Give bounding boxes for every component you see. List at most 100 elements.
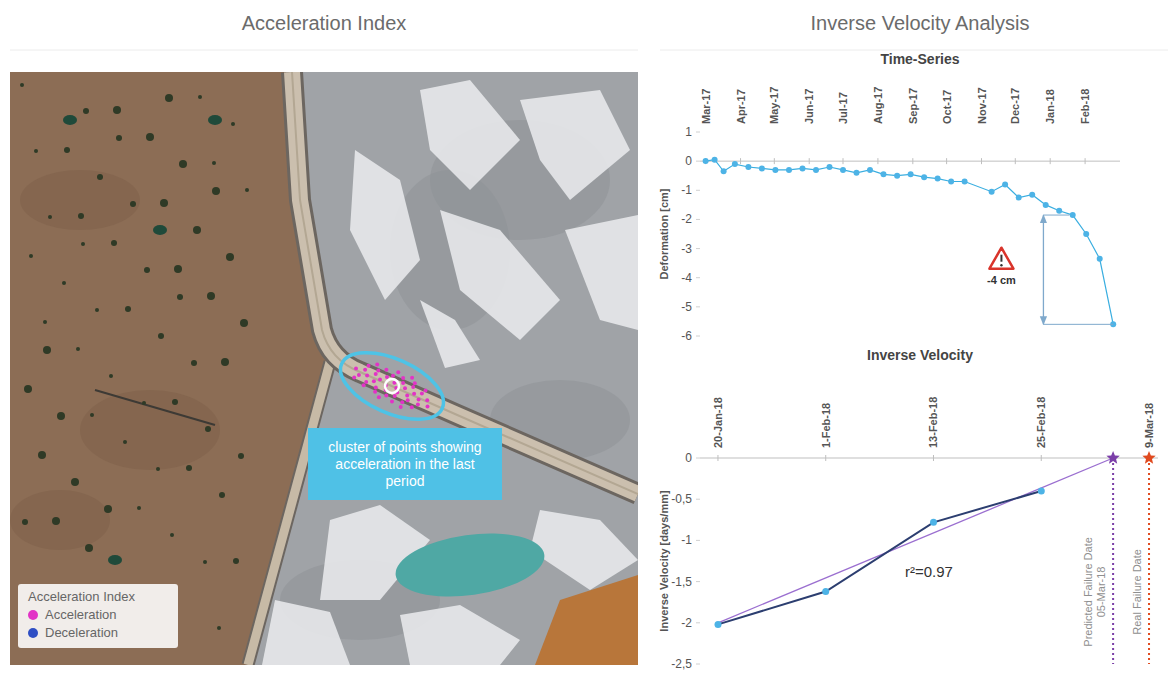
tailings [10, 72, 638, 665]
accelerating-point [374, 385, 378, 389]
tree [226, 253, 234, 261]
accelerating-point [410, 376, 414, 380]
y-tick-label: -2 [681, 212, 692, 226]
tree [57, 412, 65, 420]
panel-title: Acceleration Index [242, 12, 407, 34]
x-tick-label: Aug-17 [872, 87, 884, 124]
event-line [1148, 458, 1150, 664]
tailings-streak [530, 510, 638, 590]
accelerating-point [399, 405, 403, 409]
tree [160, 199, 168, 207]
data-point [1016, 195, 1022, 201]
tree [137, 506, 141, 510]
data-point [772, 167, 778, 173]
tree [116, 135, 122, 141]
y-axis-title: Inverse Velocity [days/mm] [658, 490, 670, 632]
tree [238, 453, 244, 459]
tree [240, 319, 248, 327]
accelerating-point [385, 375, 389, 379]
data-point [921, 174, 927, 180]
accelerating-point [406, 398, 410, 402]
tree [221, 358, 229, 366]
road-edge [248, 362, 330, 665]
y-tick-label: -4 [681, 271, 692, 285]
data-point [732, 161, 738, 167]
field-shade [20, 170, 140, 230]
series-line [718, 491, 1041, 624]
tree [156, 467, 160, 471]
legend-label: Acceleration [45, 607, 117, 622]
panel-title: Inverse Velocity Analysis [811, 12, 1030, 34]
data-point [935, 176, 941, 182]
x-tick [946, 158, 947, 164]
tree [113, 106, 121, 114]
r-squared-label: r²=0.97 [905, 563, 953, 580]
accelerating-point [374, 372, 378, 376]
accelerating-point [412, 392, 416, 396]
callout-box [308, 428, 502, 500]
accelerating-point [391, 374, 395, 378]
chart-title: Time-Series [880, 51, 959, 67]
legend-title: Acceleration Index [28, 589, 135, 604]
tree [146, 133, 154, 141]
road [248, 362, 330, 665]
x-tick-label: Dec-17 [1009, 88, 1021, 124]
tailings-streak [440, 210, 560, 340]
farmland [10, 72, 330, 665]
accelerating-point [401, 381, 405, 385]
tree [165, 94, 173, 102]
tree [97, 174, 103, 180]
tree [172, 399, 178, 405]
tree [43, 346, 51, 354]
warning-icon-dot [1000, 264, 1002, 266]
x-tick-label: Sep-17 [907, 88, 919, 124]
accelerating-point [384, 394, 388, 398]
x-tick-label: Apr-17 [735, 89, 747, 124]
x-axis-line [700, 161, 1120, 162]
x-tick-label: 13-Feb-18 [927, 397, 939, 448]
field-shade [80, 390, 220, 470]
tree [179, 160, 187, 168]
y-tick-label: -0,5 [671, 492, 692, 506]
y-tick [696, 161, 700, 162]
tree [43, 320, 47, 324]
tree [205, 426, 211, 432]
tree [207, 292, 215, 300]
pond [392, 525, 549, 605]
x-tick [740, 158, 741, 164]
accelerating-point [416, 403, 420, 407]
x-tick [1015, 158, 1016, 164]
tree [34, 149, 38, 153]
accelerating-point [354, 366, 358, 370]
tree [109, 374, 113, 378]
data-point [989, 189, 995, 195]
tree [104, 505, 112, 513]
data-point [867, 167, 873, 173]
data-point [1056, 208, 1062, 214]
tree [130, 201, 136, 207]
tree [158, 333, 164, 339]
accelerating-point [375, 363, 379, 367]
title-rule [10, 50, 638, 51]
accelerating-point [396, 370, 400, 374]
accelerating-point [413, 381, 417, 385]
data-point [786, 167, 792, 173]
accelerating-point [364, 380, 368, 384]
annotation-label: -4 cm [987, 274, 1016, 286]
legend-swatch [28, 610, 38, 620]
x-tick [1050, 158, 1051, 164]
x-tick-label: May-17 [768, 87, 780, 124]
accelerating-point [401, 376, 405, 380]
tree [90, 413, 94, 417]
data-point [1043, 202, 1049, 208]
data-point [759, 165, 765, 171]
y-tick [696, 132, 700, 133]
plot-area [703, 157, 1117, 328]
y-tick [696, 190, 700, 191]
accelerating-point [400, 400, 404, 404]
x-tick [1085, 158, 1086, 164]
accelerating-point [365, 373, 369, 377]
tree [71, 478, 79, 486]
y-tick [696, 336, 700, 337]
tree [231, 122, 235, 126]
